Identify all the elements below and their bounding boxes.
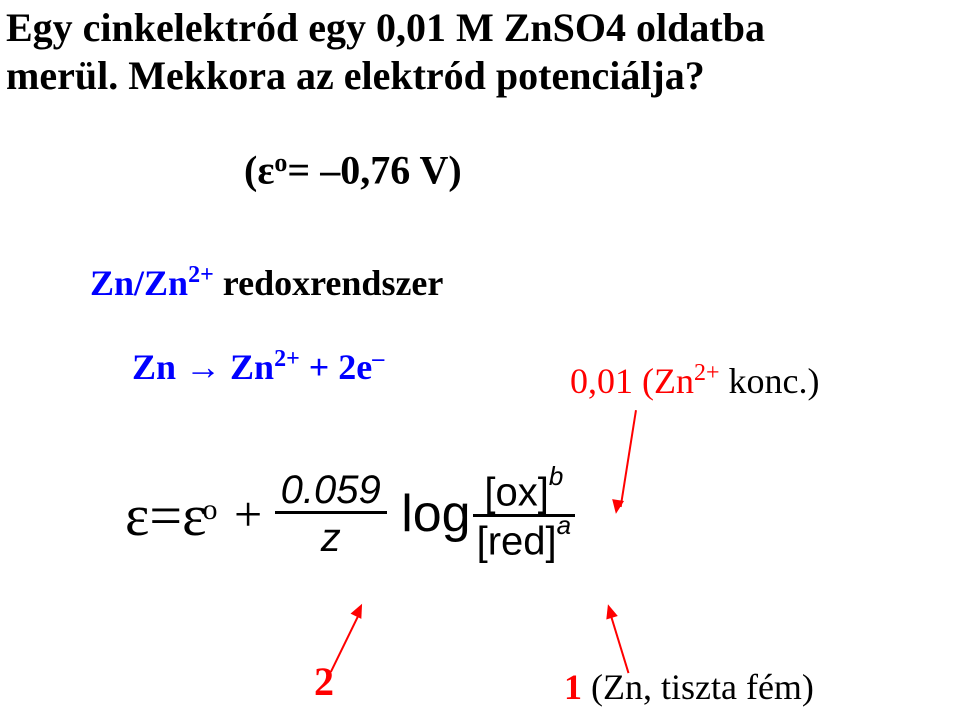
arrow-to-ox-head [610, 499, 624, 515]
question-line1: Egy cinkelektród egy 0,01 M ZnSO4 oldatb… [6, 4, 765, 51]
given-sup: o [274, 148, 287, 177]
nernst-plus: + [221, 486, 274, 542]
annot-one: 1 [564, 667, 582, 707]
nernst-frac1: 0.059z [275, 469, 387, 562]
nernst-ox-text: [ox] [484, 470, 548, 514]
reaction-plus: + 2e [300, 347, 373, 387]
concentration-annotation: 0,01 (Zn2+ konc.) [570, 360, 820, 402]
nernst-equation: ε=εo + 0.059z log[ox]b[red]a [125, 474, 575, 570]
nernst-ox: [ox]b [473, 468, 576, 514]
slide: Egy cinkelektród egy 0,01 M ZnSO4 oldatb… [0, 0, 960, 719]
nernst-frac1-num: 0.059 [275, 469, 387, 511]
given-prefix: (ε [244, 147, 274, 192]
arrow-to-z [330, 614, 360, 672]
arrow-to-red [610, 615, 629, 673]
annot-rest: (Zn, tiszta fém) [582, 667, 814, 707]
nernst-red-sup: a [557, 510, 571, 540]
reaction-lhs: Zn [132, 347, 185, 387]
nernst-frac2: [ox]b[red]a [473, 468, 576, 564]
nernst-frac1-den: z [275, 511, 387, 562]
nernst-eq: = [149, 483, 182, 548]
reaction-arrow: → [185, 347, 230, 387]
nernst-eps2-sup: o [202, 493, 217, 526]
annotation-z-value: 2 [314, 658, 334, 705]
redox-prefix: Zn/Zn [90, 263, 188, 303]
reaction-minus: – [372, 346, 384, 372]
redox-system-line: Zn/Zn2+ redoxrendszer [90, 262, 443, 304]
nernst-red-text: [red] [477, 520, 557, 564]
konc-pre: (Zn [642, 361, 694, 401]
nernst-red: [red]a [473, 514, 576, 563]
given-value: (εo= –0,76 V) [244, 146, 462, 193]
reaction-rhs1-sup: 2+ [274, 346, 300, 372]
arrow-to-red-head [602, 603, 618, 620]
nernst-eps: ε [125, 483, 149, 548]
reaction-rhs1: Zn [230, 347, 274, 387]
nernst-ox-sup: b [549, 461, 563, 491]
given-suffix: = –0,76 V) [287, 147, 461, 192]
konc-value: 0,01 [570, 361, 642, 401]
redox-suffix: redoxrendszer [214, 263, 444, 303]
arrow-to-ox [620, 410, 637, 507]
redox-sup: 2+ [188, 262, 214, 288]
konc-sup: 2+ [694, 360, 720, 386]
half-reaction: Zn → Zn2+ + 2e– [132, 346, 384, 388]
question-line2: merül. Mekkora az elektród potenciálja? [6, 52, 705, 99]
konc-post: konc.) [720, 361, 820, 401]
arrow-to-z-head [351, 601, 368, 619]
annotation-red-value: 1 (Zn, tiszta fém) [564, 666, 814, 708]
nernst-log: log [387, 485, 471, 543]
